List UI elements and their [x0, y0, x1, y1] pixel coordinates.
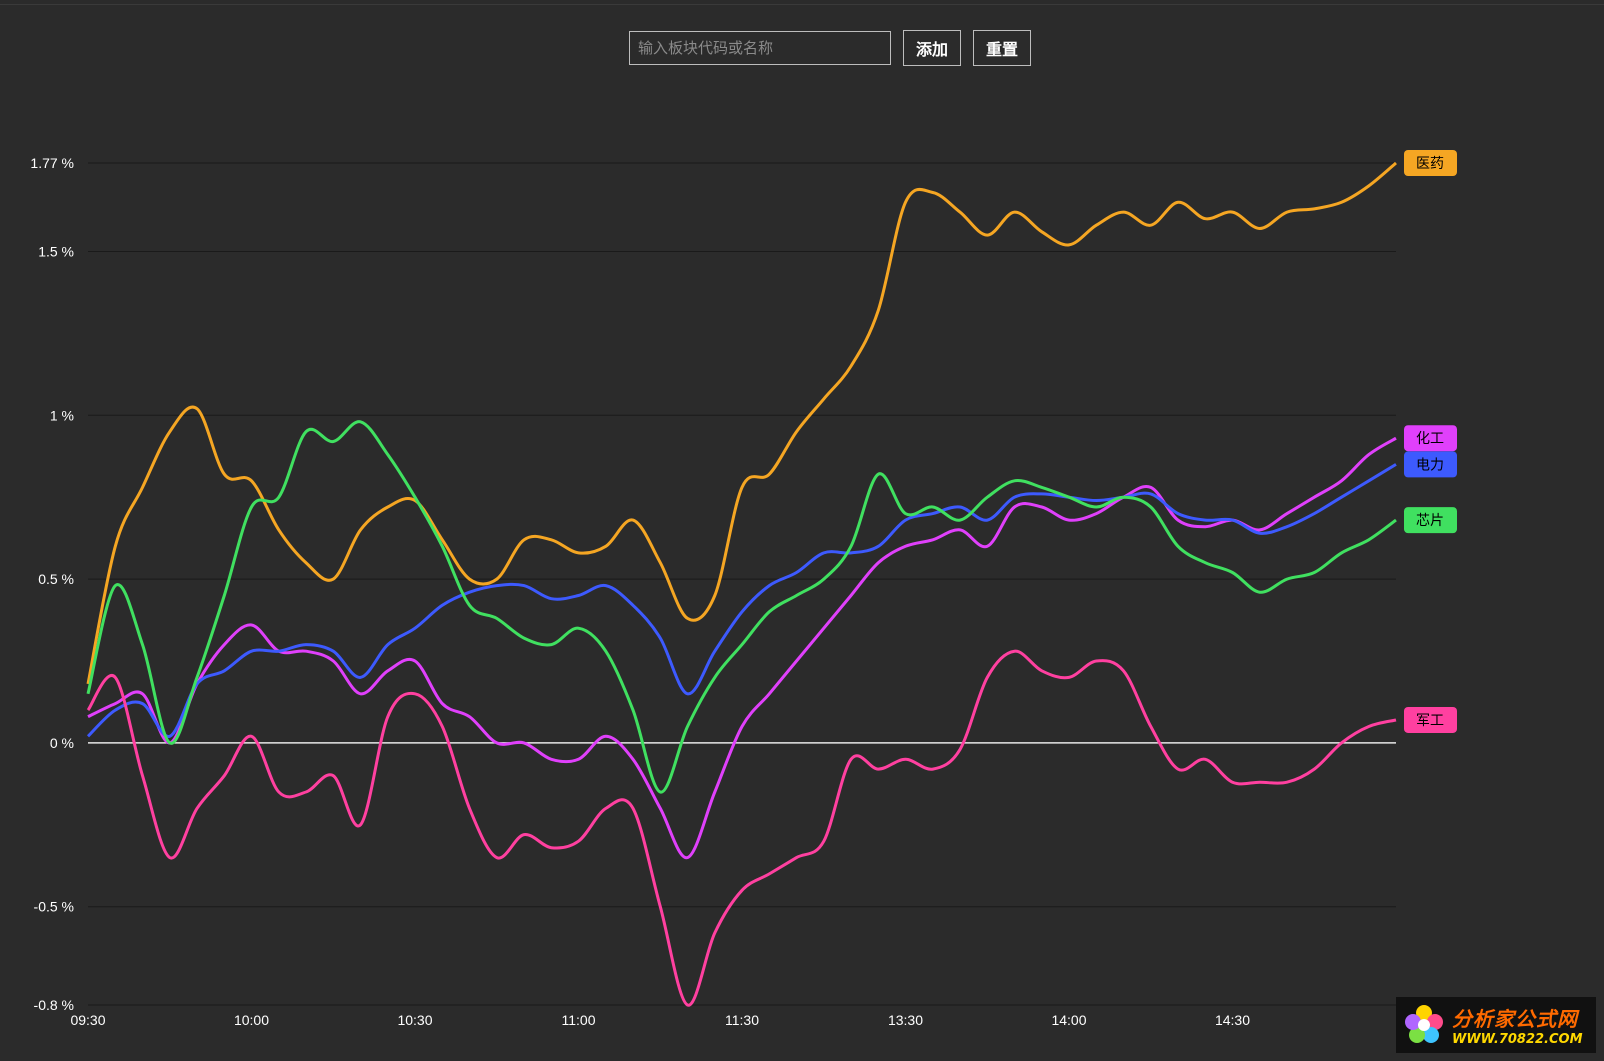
series-tag-4: 军工 [1404, 706, 1457, 733]
watermark-logo: 分析家公式网 WWW.70822.COM [1396, 997, 1596, 1053]
series-tag-0: 医药 [1404, 150, 1457, 176]
x-tick-label: 09:30 [70, 1012, 105, 1028]
series-tag-label: 军工 [1416, 713, 1444, 729]
flower-logo-icon [1405, 1005, 1443, 1043]
search-input[interactable] [629, 31, 891, 65]
x-tick-label: 11:30 [725, 1012, 759, 1028]
series-tag-2: 电力 [1404, 451, 1457, 478]
y-tick-label: 0 % [50, 735, 74, 751]
series-line-2 [86, 463, 1397, 738]
series-tag-bg [1404, 706, 1457, 733]
series-tag-bg [1404, 150, 1457, 176]
y-tick-label: 1.77 % [30, 155, 74, 171]
series-line-1 [87, 436, 1397, 860]
x-tick-label: 10:30 [397, 1012, 432, 1028]
top-border [0, 4, 1604, 5]
x-tick-label: 13:30 [888, 1012, 923, 1028]
x-tick-label: 10:00 [234, 1012, 269, 1028]
grid-lines [88, 162, 1396, 1006]
x-tick-label: 14:00 [1051, 1012, 1086, 1028]
series-tag-label: 医药 [1416, 156, 1444, 172]
reset-button[interactable]: 重置 [973, 30, 1032, 66]
series-tag-3: 芯片 [1404, 507, 1457, 534]
y-tick-label: -0.5 % [34, 899, 74, 915]
y-tick-label: 1.5 % [38, 243, 74, 259]
series-tag-label: 化工 [1416, 431, 1444, 447]
series-tag-label: 电力 [1416, 457, 1444, 473]
add-button[interactable]: 添加 [903, 30, 962, 66]
watermark-title: 分析家公式网 [1452, 1007, 1578, 1031]
series-lines [86, 161, 1397, 1007]
series-tag-1: 化工 [1404, 425, 1457, 452]
toolbar: 添加 重置 [629, 30, 1032, 66]
series-tag-bg [1404, 507, 1457, 534]
series-line-4 [86, 649, 1397, 1007]
y-tick-label: -0.8 % [34, 997, 74, 1013]
y-tick-label: 0.5 % [38, 571, 74, 587]
y-tick-label: 1 % [50, 407, 74, 423]
series-tag-bg [1404, 451, 1457, 478]
series-line-0 [86, 161, 1397, 685]
watermark-url: WWW.70822.COM [1452, 1032, 1583, 1047]
x-tick-label: 11:00 [562, 1012, 596, 1028]
x-tick-label: 14:30 [1215, 1012, 1250, 1028]
series-line-3 [86, 420, 1397, 794]
y-axis-labels: 1.77 % 1.5 % 1 % 0.5 % 0 % -0.5 % -0.8 % [30, 155, 74, 1013]
series-tag-label: 芯片 [1416, 513, 1444, 529]
series-tag-bg [1404, 425, 1457, 452]
x-axis-labels: 09:30 10:00 10:30 11:00 11:30 13:30 14:00 14:30 [70, 1012, 1250, 1028]
